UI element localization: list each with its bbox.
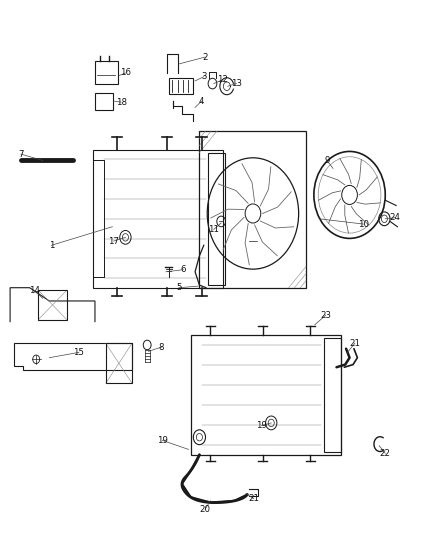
Text: 23: 23	[320, 311, 331, 320]
Text: 16: 16	[120, 68, 131, 77]
Text: 19: 19	[256, 421, 267, 430]
Text: 5: 5	[176, 283, 182, 292]
Text: 14: 14	[28, 286, 39, 295]
Text: 8: 8	[159, 343, 164, 352]
Text: 13: 13	[231, 79, 242, 88]
Text: 24: 24	[390, 213, 401, 222]
Bar	[93, 150, 223, 288]
Text: 9: 9	[324, 156, 330, 165]
Text: 2: 2	[202, 53, 208, 62]
Text: 10: 10	[358, 220, 369, 229]
Bar	[95, 93, 113, 110]
Text: 21: 21	[349, 339, 360, 348]
Text: 4: 4	[199, 96, 205, 106]
Bar	[208, 152, 225, 285]
Text: 15: 15	[73, 348, 85, 357]
Bar	[95, 61, 117, 84]
Bar	[324, 338, 341, 452]
Bar	[106, 343, 132, 383]
Bar	[39, 290, 67, 319]
Text: 3: 3	[201, 72, 207, 81]
Text: 1: 1	[49, 241, 54, 250]
Text: 7: 7	[18, 150, 24, 159]
Text: 17: 17	[108, 237, 119, 246]
Text: 22: 22	[380, 449, 391, 458]
Text: 19: 19	[157, 436, 168, 445]
Text: 6: 6	[180, 265, 186, 274]
Text: 21: 21	[248, 494, 259, 503]
Text: 12: 12	[217, 75, 228, 84]
Bar	[169, 78, 193, 94]
Text: 11: 11	[208, 225, 219, 234]
Text: 18: 18	[116, 98, 127, 107]
Bar	[199, 131, 306, 288]
Bar	[191, 335, 341, 455]
Text: 20: 20	[200, 505, 211, 514]
